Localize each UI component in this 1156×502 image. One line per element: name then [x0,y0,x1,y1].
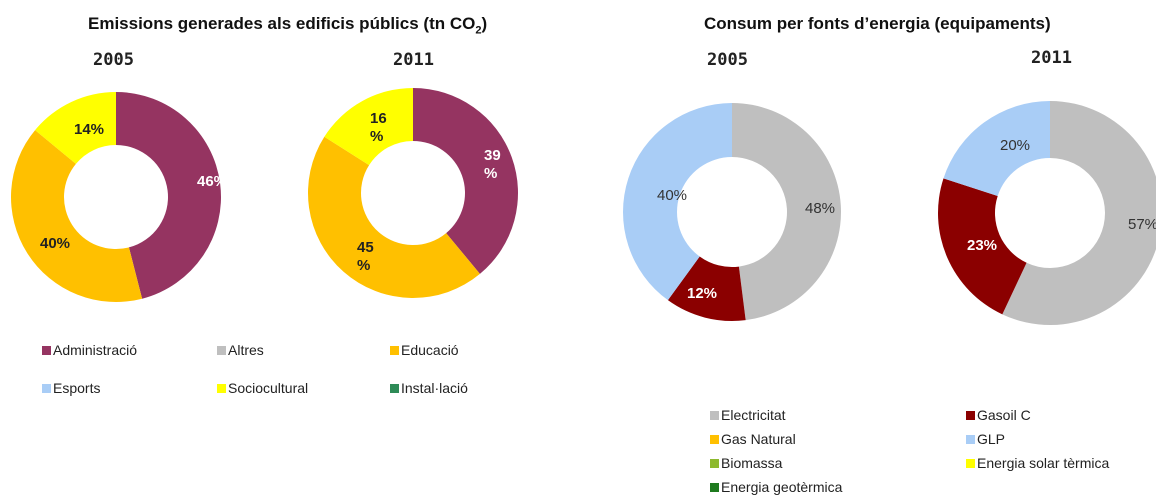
legend-swatch [966,458,975,468]
year-label-energy-2011: 2011 [1031,48,1072,68]
legend-swatch [217,345,226,355]
legend-label: Instal·lació [401,380,468,396]
donut-slice-energy-2011-glp [943,101,1050,197]
legend-swatch [710,410,719,420]
legend-label: Gas Natural [721,431,796,447]
legend-swatch [390,345,399,355]
legend-swatch [390,383,399,393]
year-label-energy-2005: 2005 [707,50,748,70]
legend-label: Altres [228,342,264,358]
legend-item-educacio: Educació [390,342,459,358]
legend-label: Esports [53,380,101,396]
data-label-emissions-2011-sociocultural: 16% [370,110,387,145]
data-label-energy-2011-electricitat: 57% [1128,216,1156,233]
data-label-energy-2005-electricitat: 48% [805,200,835,217]
donut-slice-emissions-2011-educacio [308,136,480,298]
legend-item-administracio: Administració [42,342,137,358]
year-label-emissions-2011: 2011 [393,50,434,70]
donut-slice-emissions-2005-sociocultural [35,92,116,164]
donut-slice-energy-2011-electricitat [1002,101,1156,325]
legend-label: Sociocultural [228,380,309,396]
legend-label: Gasoil C [977,407,1031,423]
legend-swatch [42,383,51,393]
emissions-title-subscript: 2 [475,24,482,37]
year-label-emissions-2005: 2005 [93,50,134,70]
emissions-title-text: Emissions generades als edificis públics… [88,14,476,33]
legend-item-esports: Esports [42,380,100,396]
legend-swatch [966,410,975,420]
legend-item-sociocultural: Sociocultural [217,380,308,396]
donut-slice-energy-2005-electricitat [732,103,841,321]
legend-item-gasoil-c: Gasoil C [966,407,1031,423]
donut-slice-emissions-2005-administracio [116,92,222,299]
legend-item-electricitat: Electricitat [710,407,786,423]
legend-item-gas-natural: Gas Natural [710,431,796,447]
data-label-emissions-2011-educacio: 45% [357,239,374,274]
data-label-emissions-2005-sociocultural: 14% [74,121,104,138]
legend-label: Energia geotèrmica [721,479,843,495]
data-label-emissions-2005-educacio: 40% [40,235,70,252]
donut-slice-emissions-2005-educacio [10,130,143,302]
legend-item-energia-geotermica: Energia geotèrmica [710,479,842,495]
donut-slice-energy-2005-gasoil-c [667,256,746,321]
legend-item-altres: Altres [217,342,264,358]
legend-label: Biomassa [721,455,783,471]
legend-label: GLP [977,431,1006,447]
legend-swatch [966,434,975,444]
legend-swatch [217,383,226,393]
legend-item-installacio: Instal·lació [390,380,468,396]
legend-swatch [42,345,51,355]
donut-slice-emissions-2011-administracio [413,88,519,274]
emissions-title-close: ) [481,14,488,33]
data-label-energy-2011-gasoil-c: 23% [967,237,997,254]
donut-slice-energy-2011-gasoil-c [938,178,1027,315]
legend-item-energia-solar-termica: Energia solar tèrmica [966,455,1109,471]
legend-swatch [710,434,719,444]
donut-slice-energy-2005-glp [622,103,732,301]
data-label-emissions-2005-administracio: 46% [197,173,227,190]
legend-label: Educació [401,342,459,358]
emissions-title: Emissions generades als edificis públics… [88,14,487,36]
legend-label: Energia solar tèrmica [977,455,1110,471]
legend-label: Electricitat [721,407,786,423]
data-label-energy-2005-glp: 40% [657,187,687,204]
legend-label: Administració [53,342,138,358]
energy-title: Consum per fonts d’energia (equipaments) [704,14,1051,33]
donut-slice-emissions-2011-sociocultural [324,88,413,166]
legend-swatch [710,482,719,492]
data-label-energy-2005-gasoil-c: 12% [687,285,717,302]
legend-item-glp: GLP [966,431,1005,447]
legend-item-biomassa: Biomassa [710,455,782,471]
data-label-emissions-2011-administracio: 39% [484,147,501,182]
data-label-energy-2011-glp: 20% [1000,137,1030,154]
legend-swatch [710,458,719,468]
